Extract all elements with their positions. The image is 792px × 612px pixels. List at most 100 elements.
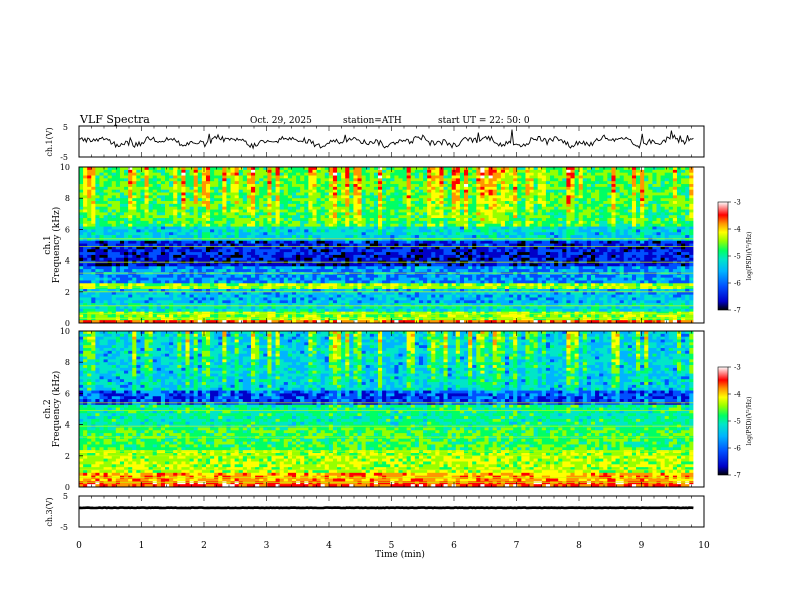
spectrogram-cell [173, 212, 178, 216]
spectrogram-cell [267, 300, 272, 304]
spectrogram-cell [189, 291, 195, 296]
spectrogram-cell [222, 203, 227, 208]
spectrogram-cell [185, 320, 190, 324]
spectrogram-cell [345, 269, 350, 273]
spectrogram-cell [91, 297, 96, 301]
spectrogram-cell [210, 240, 215, 244]
spectrogram-cell [189, 178, 195, 182]
spectrogram-cell [107, 252, 113, 256]
spectrogram-cell [300, 314, 305, 318]
spectrogram-cell [386, 198, 391, 202]
spectrogram-cell [418, 249, 424, 253]
spectrogram-cell [103, 181, 109, 185]
spectrogram-cell [378, 192, 383, 196]
spectrogram-cell [304, 243, 309, 247]
spectrogram-cell [255, 280, 260, 284]
spectrogram-cell [418, 320, 424, 324]
spectrogram-cell [378, 300, 383, 304]
spectrogram-cell [431, 246, 436, 250]
spectrogram-cell [201, 178, 207, 182]
spectrogram-cell [447, 212, 453, 216]
spectrogram-cell [83, 277, 88, 281]
spectrogram-cell [435, 280, 440, 284]
spectrogram-cell [226, 314, 231, 318]
spectrogram-cell [373, 283, 379, 287]
spectrogram-cell [124, 294, 129, 298]
spectrogram-cell [275, 300, 281, 304]
spectrogram-cell [304, 277, 309, 281]
spectrogram-cell [365, 220, 371, 225]
spectrogram-cell [320, 232, 326, 236]
spectrogram-cell [414, 195, 420, 199]
spectrogram-cell [156, 212, 162, 216]
spectrogram-cell [402, 201, 408, 205]
spectrogram-cell [111, 254, 117, 259]
spectrogram-cell [173, 192, 178, 196]
spectrogram-cell [427, 243, 432, 247]
spectrogram-cell [316, 305, 322, 310]
spectrogram-cell [423, 167, 428, 171]
spectrogram-cell [152, 240, 158, 244]
spectrogram-cell [402, 271, 408, 276]
spectrogram-cell [160, 218, 166, 222]
spectrogram-cell [246, 269, 252, 273]
spectrogram-cell [382, 223, 387, 227]
spectrogram-cell [218, 280, 223, 284]
spectrogram-cell [128, 252, 133, 256]
spectrogram-cell [308, 212, 313, 216]
spectrogram-cell [107, 308, 113, 313]
spectrogram-cell [345, 223, 350, 227]
spectrogram-cell [378, 195, 383, 199]
spectrogram-cell [369, 252, 375, 256]
spectrogram-cell [165, 212, 170, 216]
spectrogram-cell [185, 243, 190, 247]
spectrogram-cell [234, 235, 240, 239]
spectrogram-cell [394, 218, 399, 222]
spectrogram-cell [91, 212, 96, 216]
spectrogram-cell [128, 167, 133, 171]
spectrogram-cell [328, 192, 334, 196]
spectrogram-cell [406, 189, 412, 193]
spectrogram-cell [308, 175, 313, 179]
spectrogram-cell [300, 229, 305, 233]
spectrogram-cell [316, 280, 322, 284]
spectrogram-cell [287, 286, 293, 290]
spectrogram-cell [308, 283, 313, 287]
spectrogram-cell [197, 218, 203, 222]
spectrogram-cell [87, 263, 92, 267]
spectrogram-cell [148, 178, 154, 182]
spectrogram-cell [431, 303, 436, 307]
spectrogram-cell [349, 184, 354, 188]
spectrogram-cell [222, 257, 227, 261]
spectrogram-cell [103, 280, 109, 284]
spectrogram-cell [140, 212, 145, 216]
spectrogram-cell [144, 198, 150, 202]
spectrogram-cell [95, 223, 100, 227]
spectrogram-cell [193, 283, 199, 287]
spectrogram-cell [238, 305, 244, 310]
spectrogram-cell [316, 252, 322, 256]
spectrogram-cell [443, 212, 449, 216]
spectrogram-cell [279, 288, 285, 293]
spectrogram-cell [197, 178, 203, 182]
spectrogram-cell [414, 303, 420, 307]
spectrogram-cell [275, 271, 281, 276]
spectrogram-cell [91, 277, 96, 281]
spectrogram-cell [91, 215, 96, 219]
spectrogram-cell [238, 300, 244, 304]
spectrogram-cell [226, 186, 231, 191]
spectrogram-cell [238, 218, 244, 222]
spectrogram-cell [246, 320, 252, 324]
spectrogram-cell [300, 186, 305, 191]
spectrogram-cell [218, 252, 223, 256]
spectrogram-cell [418, 269, 424, 273]
spectrogram-cell [365, 314, 371, 318]
spectrogram-cell [185, 167, 190, 171]
spectrogram-cell [148, 249, 154, 253]
spectrogram-cell [214, 300, 219, 304]
spectrogram-cell [140, 215, 145, 219]
spectrogram-cell [423, 294, 428, 298]
spectrogram-cell [222, 206, 227, 210]
spectrogram-cell [140, 198, 145, 202]
spectrogram-cell [148, 226, 154, 230]
